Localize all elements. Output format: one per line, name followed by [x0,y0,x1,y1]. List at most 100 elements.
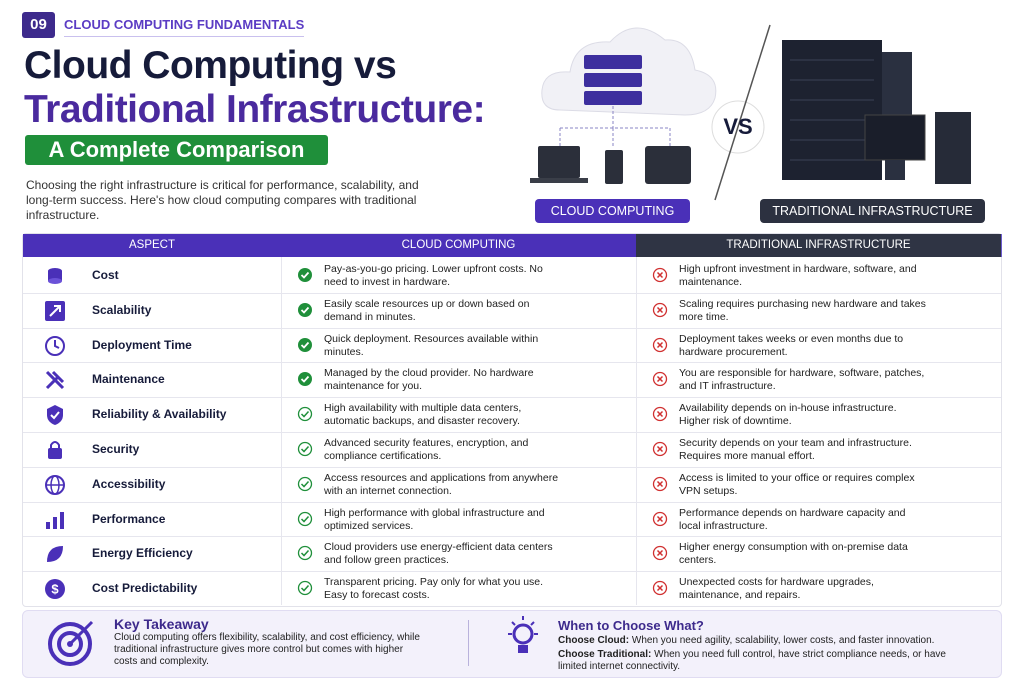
kicker: CLOUD COMPUTING FUNDAMENTALS [64,17,305,37]
row-divider [23,327,1001,329]
icon [652,267,668,283]
title-line1: Cloud Computing vs [24,44,397,87]
icon [297,581,313,596]
icon [45,300,65,321]
column-header: CLOUD COMPUTING [281,234,637,257]
icon [45,335,65,356]
aspect: Accessibility [92,476,166,491]
icon [297,476,313,491]
icon [298,337,312,352]
cloud-cell: Advanced security features, encryption, … [324,437,529,462]
row-divider [23,536,1001,538]
icon [47,405,63,426]
row-divider [23,501,1001,503]
title-line2: Traditional Infrastructure: [24,88,486,131]
aspect: Maintenance [92,372,165,387]
takeaway-text: Cloud computing offers flexibility, scal… [114,632,420,667]
choose-cloud-label: Choose Cloud: [558,635,630,646]
aspect: Reliability & Availability [92,407,227,422]
icon [652,511,668,526]
choose-traditional: Choose Traditional: When you need full c… [558,649,958,673]
row-divider [23,432,1001,433]
traditional-label: TRADITIONAL INFRASTRUCTURE [760,199,985,223]
row-divider [23,292,1001,294]
aspect: Security [92,442,140,456]
traditional-cell: Access is limited to your office or requ… [679,471,915,497]
traditional-cell: Deployment takes weeks or even months du… [679,332,904,358]
hero-illustration [530,24,971,201]
svg-text:$: $ [51,582,59,597]
icon [48,268,62,284]
cloud-cell: Transparent pricing. Pay only for what y… [324,576,544,602]
icon [46,511,64,529]
icon [652,302,668,317]
aspect: Cost Predictability [92,581,198,596]
icon [45,474,65,495]
icon [297,546,313,561]
icon [298,302,312,317]
cloud-cell: Managed by the cloud provider. No hardwa… [324,367,534,393]
icon: $ [45,579,65,600]
icon [652,337,668,352]
icon [47,546,63,563]
divider [468,620,469,666]
vs-label: VS [723,114,753,139]
icon [652,581,668,596]
choose-traditional-label: Choose Traditional: [558,649,652,660]
when-title: When to Choose What? [558,618,704,633]
column-divider [281,257,282,605]
bulb-icon [508,616,538,653]
icon [652,441,668,457]
icon [297,511,313,526]
column-header: TRADITIONAL INFRASTRUCTURE [636,234,1002,257]
aspect: Energy Efficiency [92,546,193,561]
choose-cloud: Choose Cloud: When you need agility, sca… [558,635,934,646]
column-header: ASPECT [23,234,282,257]
subtitle: A Complete Comparison [25,135,328,165]
traditional-cell: Security depends on your team and infras… [679,437,912,462]
row-divider [23,466,1001,468]
traditional-cell: Higher energy consumption with on-premis… [679,541,908,567]
traditional-cell: Scaling requires purchasing new hardware… [679,297,926,323]
icon [652,407,668,422]
cloud-cell: Quick deployment. Resources available wi… [324,332,539,358]
cloud-cell: High performance with global infrastruct… [324,506,545,532]
icon [45,371,65,390]
row-divider [23,397,1001,399]
cloud-cell: High availability with multiple data cen… [324,402,522,428]
icon [48,441,62,459]
traditional-cell: High upfront investment in hardware, sof… [679,263,917,288]
icon [652,546,668,561]
aspect: Cost [92,268,119,282]
row-divider [23,571,1001,573]
traditional-cell: Availability depends on in-house infrast… [679,402,897,428]
icon [652,476,668,491]
icon [652,372,668,387]
footer-box [22,610,1002,678]
choose-traditional-text: When you need full control, have strict … [558,649,946,672]
row-divider [23,362,1001,364]
cloud-cell: Easily scale resources up or down based … [324,297,530,323]
target-icon [48,620,94,666]
icon [297,407,313,422]
cloud-label: CLOUD COMPUTING [535,199,690,223]
badge: 09 [22,12,55,38]
icon [298,268,312,282]
comparison-table: ASPECT CLOUD COMPUTING TRADITIONAL INFRAST… [22,233,1002,607]
choose-cloud-text: When you need agility, scalability, lowe… [631,635,935,646]
cloud-cell: Cloud providers use energy-efficient dat… [324,541,553,567]
aspect: Performance [92,511,166,526]
icon [298,372,312,387]
icon [297,441,313,457]
cloud-cell: Access resources and applications from a… [324,471,559,497]
traditional-cell: Unexpected costs for hardware upgrades, … [679,576,874,602]
traditional-cell: Performance depends on hardware capacity… [679,506,906,532]
takeaway-title: Key Takeaway [114,616,209,632]
cloud-cell: Pay-as-you-go pricing. Lower upfront cos… [324,263,543,288]
column-divider [636,257,637,605]
aspect: Scalability [92,302,152,317]
aspect: Deployment Time [92,337,192,352]
traditional-cell: You are responsible for hardware, softwa… [679,367,925,393]
intro: Choosing the right infrastructure is cri… [26,178,419,222]
